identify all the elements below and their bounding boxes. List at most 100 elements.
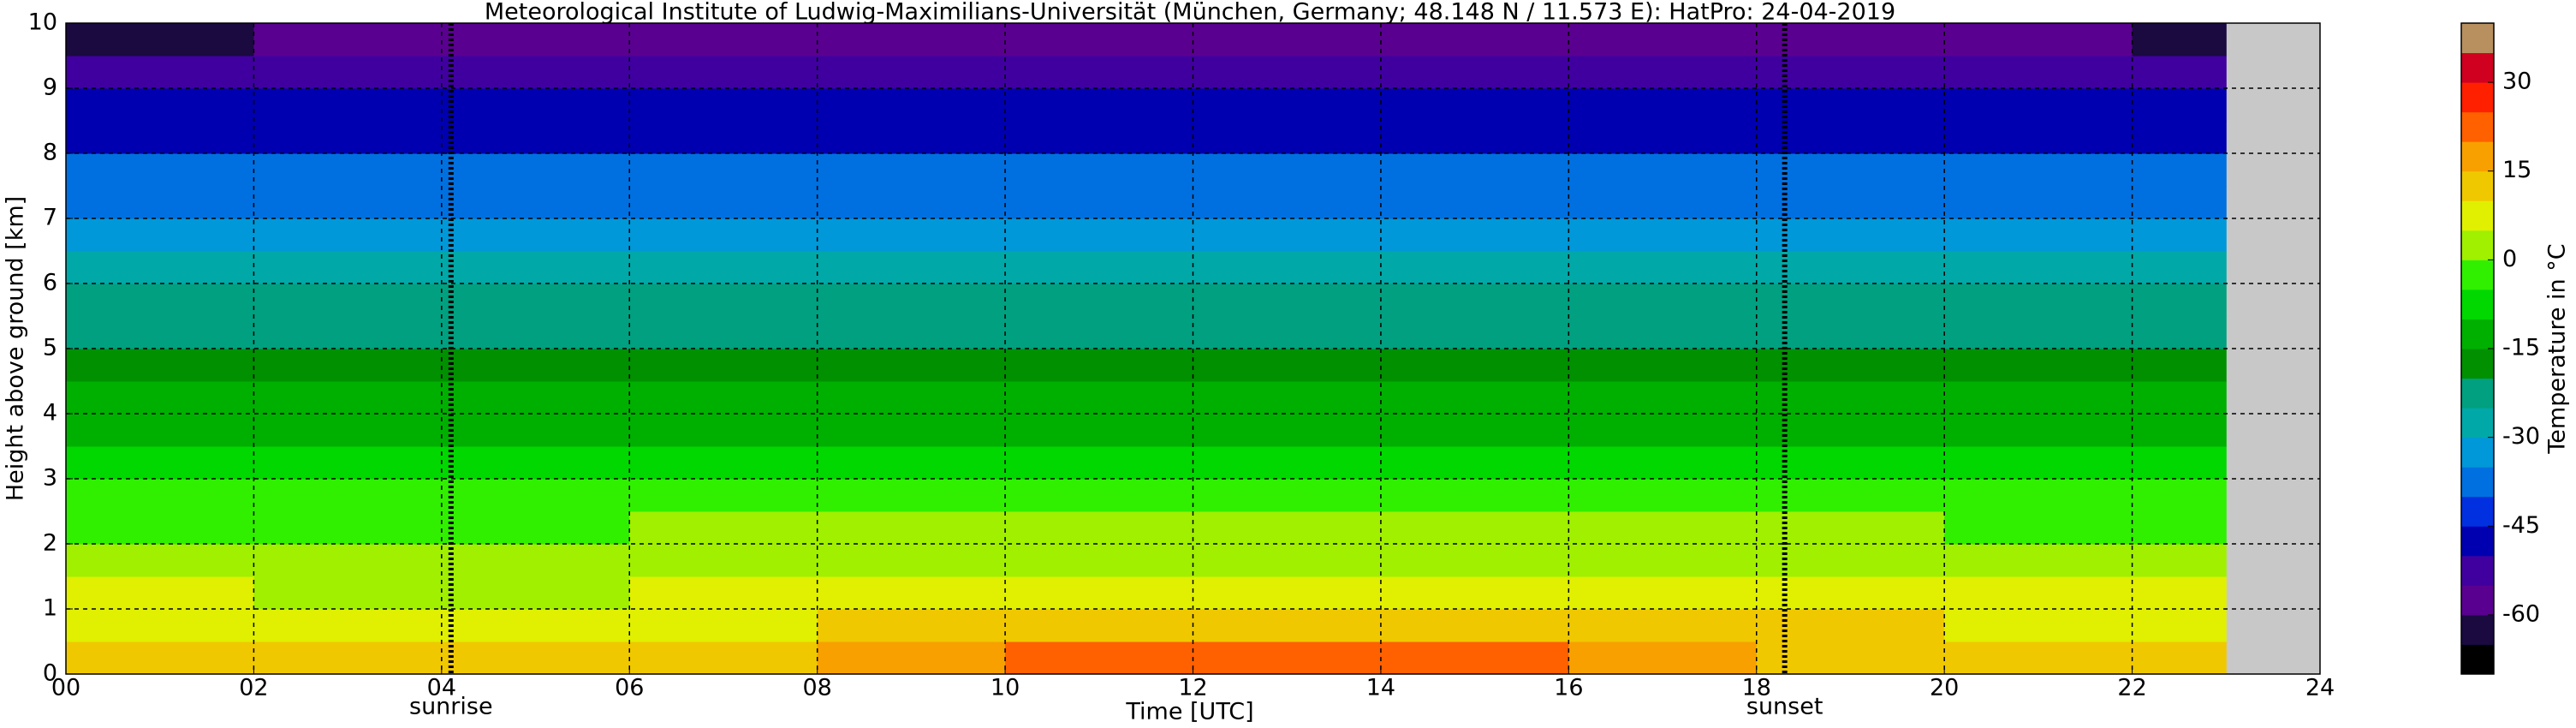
heatmap-cell xyxy=(1756,641,1945,675)
heatmap-cell xyxy=(253,479,443,512)
heatmap-cell xyxy=(629,479,818,512)
heatmap-cell xyxy=(1193,381,1382,415)
heatmap-cell xyxy=(441,414,630,447)
heatmap-cell xyxy=(629,414,818,447)
heatmap-cell xyxy=(1193,641,1382,675)
heatmap-cell xyxy=(1756,186,1945,219)
heatmap-cell xyxy=(2132,576,2227,610)
heatmap-cell xyxy=(1944,316,2133,349)
heatmap-cell xyxy=(253,576,443,610)
heatmap-cell xyxy=(253,446,443,480)
heatmap-cell xyxy=(66,609,254,642)
heatmap-cell xyxy=(253,251,443,284)
heatmap-cell xyxy=(1005,316,1193,349)
x-tick-label: 20 xyxy=(1930,675,1959,701)
heatmap-cell xyxy=(253,186,443,219)
heatmap-cell xyxy=(1380,349,1569,382)
heatmap-cell xyxy=(1005,218,1193,252)
heatmap-cell xyxy=(2132,186,2227,219)
heatmap-cell xyxy=(1944,479,2133,512)
heatmap-cell xyxy=(629,186,818,219)
heatmap-cell xyxy=(1756,218,1945,252)
heatmap-cell xyxy=(1756,576,1945,610)
heatmap-cell xyxy=(1193,153,1382,187)
heatmap-cell xyxy=(1005,446,1193,480)
heatmap-cell xyxy=(2132,479,2227,512)
x-tick-label: 24 xyxy=(2305,675,2335,701)
heatmap-cell xyxy=(1756,544,1945,577)
heatmap-cell xyxy=(253,414,443,447)
heatmap-cell xyxy=(2132,153,2227,187)
heatmap-cell xyxy=(629,88,818,122)
heatmap-cell xyxy=(2132,218,2227,252)
heatmap-cell xyxy=(817,121,1006,154)
x-tick-label: 16 xyxy=(1554,675,1583,701)
heatmap-cell xyxy=(2132,121,2227,154)
heatmap-cell xyxy=(1005,641,1193,675)
heatmap-cell xyxy=(1380,283,1569,317)
heatmap-cell xyxy=(66,283,254,317)
heatmap-cell xyxy=(66,479,254,512)
heatmap-cell xyxy=(1193,576,1382,610)
colorbar-segment xyxy=(2461,644,2494,675)
heatmap-cell xyxy=(2132,88,2227,122)
y-tick-label: 2 xyxy=(43,530,57,557)
colorbar-segment xyxy=(2461,585,2494,616)
colorbar-segment xyxy=(2461,260,2494,290)
x-tick-label: 06 xyxy=(615,675,644,701)
heatmap-cell xyxy=(1380,316,1569,349)
heatmap-cell xyxy=(441,56,630,89)
heatmap-cell xyxy=(1380,446,1569,480)
heatmap-cell xyxy=(1193,609,1382,642)
heatmap-cell xyxy=(629,446,818,480)
x-tick-label: 10 xyxy=(991,675,1020,701)
heatmap-cell xyxy=(1193,88,1382,122)
heatmap-cell xyxy=(1756,609,1945,642)
heatmap-cell xyxy=(253,23,443,57)
heatmap-cell xyxy=(1380,88,1569,122)
heatmap-cell xyxy=(1380,218,1569,252)
heatmap-cell xyxy=(66,251,254,284)
overlay xyxy=(66,23,2320,674)
heatmap-cell xyxy=(1944,446,2133,480)
heatmap-cell xyxy=(441,576,630,610)
heatmap-cell xyxy=(629,23,818,57)
heatmap-cell xyxy=(1568,544,1758,577)
heatmap-cell xyxy=(1568,186,1758,219)
x-tick-label: 22 xyxy=(2117,675,2146,701)
x-tick-label: 02 xyxy=(239,675,268,701)
heatmap-cell xyxy=(2132,641,2227,675)
heatmap-cell xyxy=(253,218,443,252)
y-axis-label: Height above ground [km] xyxy=(3,196,29,501)
heatmap-cell xyxy=(1756,316,1945,349)
heatmap-cell xyxy=(441,511,630,545)
heatmap-cell xyxy=(1193,283,1382,317)
heatmap-cell xyxy=(1193,316,1382,349)
heatmap-cell xyxy=(1756,283,1945,317)
heatmap-cell xyxy=(441,218,630,252)
heatmap-cell xyxy=(1944,381,2133,415)
heatmap-cell xyxy=(817,316,1006,349)
heatmap-cell xyxy=(629,153,818,187)
heatmap-cell xyxy=(1568,414,1758,447)
y-tick-label: 3 xyxy=(43,465,57,492)
heatmap-cell xyxy=(629,283,818,317)
colorbar-segment xyxy=(2461,408,2494,439)
y-tick-label: 1 xyxy=(43,595,57,622)
heatmap-cell xyxy=(441,251,630,284)
heatmap-cell xyxy=(1380,121,1569,154)
heatmap-cell xyxy=(817,641,1006,675)
heatmap-cell xyxy=(1193,479,1382,512)
heatmap-cell xyxy=(1944,283,2133,317)
heatmap-cell xyxy=(1005,251,1193,284)
heatmap-cell xyxy=(253,641,443,675)
chart-title: Meteorological Institute of Ludwig-Maxim… xyxy=(485,0,1895,26)
heatmap-cell xyxy=(1380,23,1569,57)
heatmap-cell xyxy=(66,186,254,219)
y-tick-label: 4 xyxy=(43,400,57,427)
heatmap-cell xyxy=(66,349,254,382)
heatmap-cell xyxy=(1944,349,2133,382)
heatmap-cell xyxy=(2132,446,2227,480)
y-tick-label: 0 xyxy=(43,660,57,687)
